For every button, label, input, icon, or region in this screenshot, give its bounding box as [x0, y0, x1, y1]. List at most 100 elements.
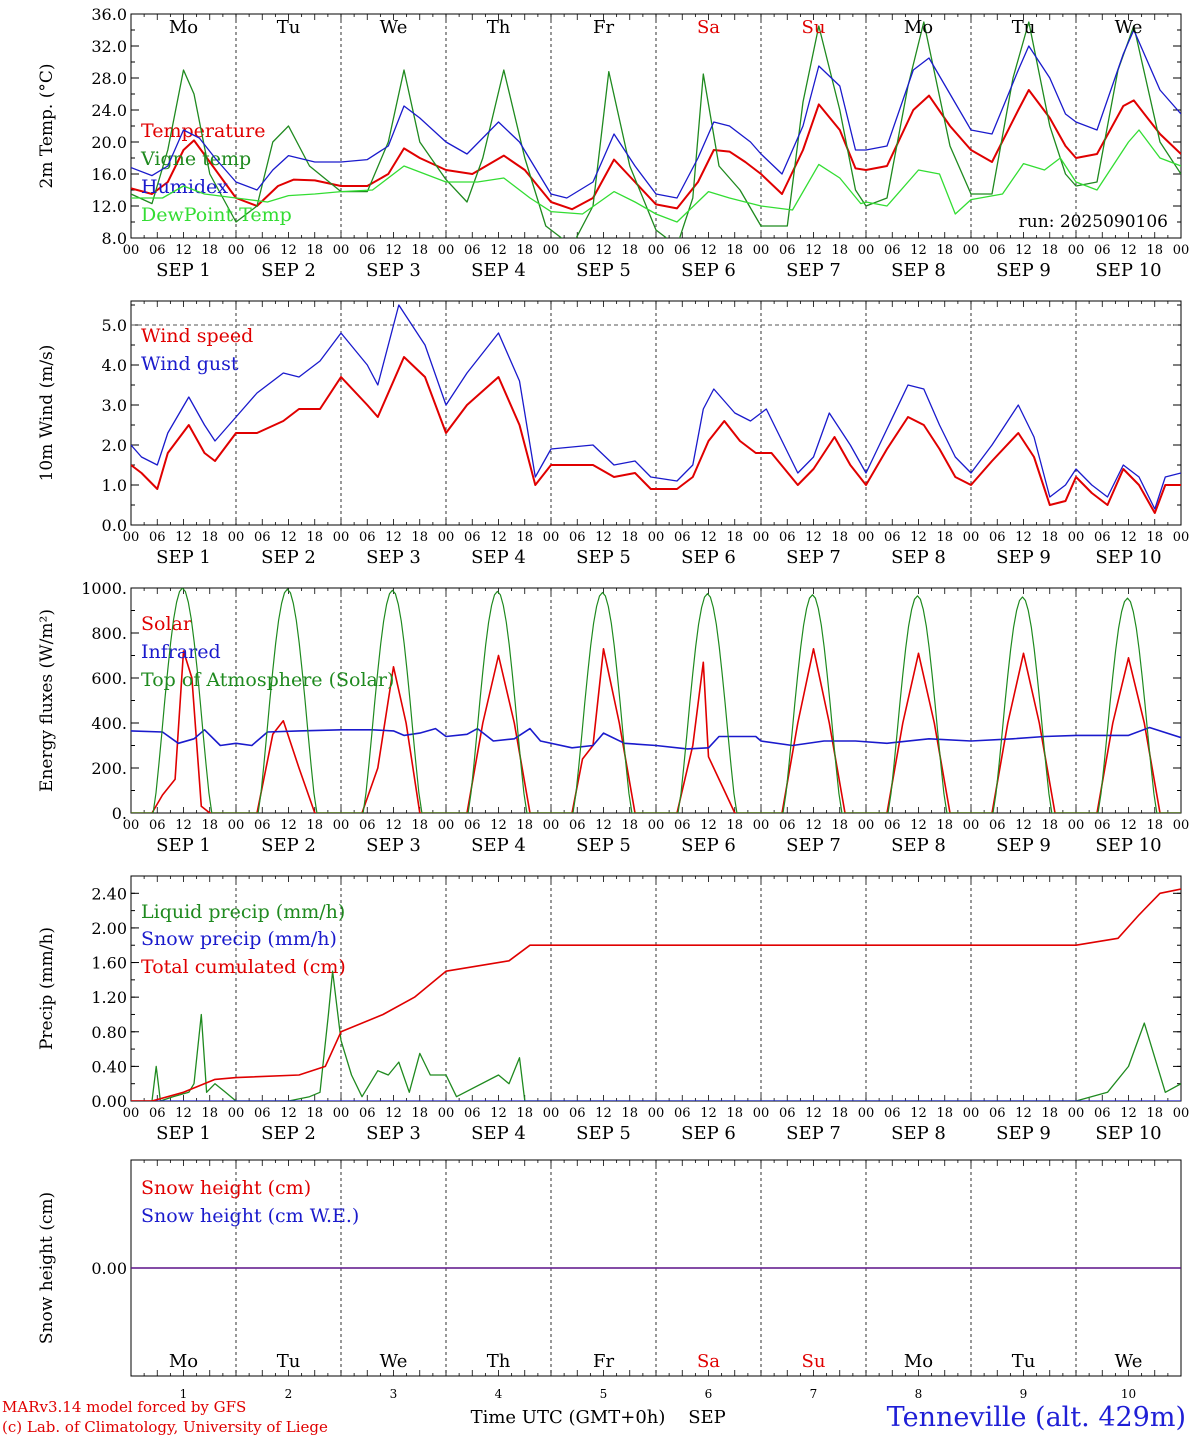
- day-label: SEP 3: [366, 547, 421, 568]
- day-label: SEP 8: [891, 835, 946, 856]
- hour-label: 06: [989, 1106, 1006, 1121]
- series-line: [131, 29, 1181, 199]
- y-tick-label: 12.0: [91, 197, 127, 216]
- day-label: SEP 9: [996, 835, 1051, 856]
- credit-lab: (c) Lab. of Climatology, University of L…: [2, 1418, 328, 1436]
- hour-label: 12: [385, 818, 402, 833]
- hour-label: 06: [569, 818, 586, 833]
- day-number: 1: [180, 1387, 188, 1401]
- weekday-label: Tu: [1012, 17, 1036, 38]
- day-label: SEP 4: [471, 547, 526, 568]
- y-tick-label: 0.: [112, 804, 127, 823]
- day-label: SEP 7: [786, 835, 841, 856]
- panel-frame: [130, 300, 1182, 526]
- hour-label: 12: [1120, 1106, 1137, 1121]
- y-tick-label: 1.60: [91, 954, 127, 973]
- day-label: SEP 4: [471, 835, 526, 856]
- y-tick-label: 28.0: [91, 69, 127, 88]
- day-label: SEP 10: [1095, 835, 1161, 856]
- y-tick-label: 2.00: [91, 919, 127, 938]
- y-tick-label: 800.: [91, 624, 127, 643]
- weekday-label: We: [1115, 1351, 1143, 1372]
- hour-label: 06: [254, 818, 271, 833]
- hour-label: 06: [254, 530, 271, 545]
- hour-label: 00: [228, 243, 245, 258]
- hour-label: 06: [359, 243, 376, 258]
- hour-label: 06: [149, 530, 166, 545]
- hour-label: 12: [280, 818, 297, 833]
- y-tick-label: 0.0: [102, 516, 127, 535]
- day-label: SEP 10: [1095, 547, 1161, 568]
- legend-entry: Snow precip (mm/h): [141, 928, 337, 950]
- y-tick-label: 4.0: [102, 356, 127, 375]
- series-line: [131, 89, 1181, 211]
- hour-label: 18: [411, 530, 428, 545]
- day-label: SEP 2: [261, 547, 316, 568]
- y-axis-title: Precip (mm/h): [37, 927, 57, 1050]
- hour-label: 18: [726, 818, 743, 833]
- weekday-label: Sa: [697, 17, 720, 38]
- hour-label: 12: [490, 1106, 507, 1121]
- y-tick-label: 5.0: [102, 316, 127, 335]
- hour-label: 18: [411, 1106, 428, 1121]
- hour-label: 12: [1015, 818, 1032, 833]
- day-label: SEP 10: [1095, 1123, 1161, 1144]
- day-label: SEP 6: [681, 835, 736, 856]
- hour-label: 12: [175, 243, 192, 258]
- hour-label: 00: [1068, 818, 1085, 833]
- hour-label: 12: [280, 243, 297, 258]
- hour-label: 18: [831, 243, 848, 258]
- hour-label: 18: [306, 530, 323, 545]
- hour-label: 18: [936, 818, 953, 833]
- legend-entry: Wind speed: [141, 325, 253, 347]
- weekday-label: Th: [487, 1351, 511, 1372]
- day-label: SEP 7: [786, 1123, 841, 1144]
- hour-label: 00: [333, 243, 350, 258]
- day-number: 9: [1020, 1387, 1028, 1401]
- weekday-label: Tu: [277, 17, 301, 38]
- day-number: 6: [705, 1387, 713, 1401]
- hour-label: 12: [595, 243, 612, 258]
- hour-label: 00: [228, 818, 245, 833]
- day-label: SEP 3: [366, 260, 421, 281]
- hour-label: 00: [648, 1106, 665, 1121]
- hour-label: 18: [516, 818, 533, 833]
- weekday-label: We: [380, 1351, 408, 1372]
- day-label: SEP 6: [681, 547, 736, 568]
- y-tick-label: 200.: [91, 759, 127, 778]
- day-label: SEP 1: [156, 547, 211, 568]
- hour-label: 12: [1015, 243, 1032, 258]
- hour-label: 18: [306, 243, 323, 258]
- hour-label: 18: [1041, 243, 1058, 258]
- day-label: SEP 2: [261, 1123, 316, 1144]
- weekday-label: Tu: [1012, 1351, 1036, 1372]
- hour-label: 00: [123, 818, 140, 833]
- y-tick-label: 16.0: [91, 165, 127, 184]
- hour-label: 12: [1120, 243, 1137, 258]
- weekday-label: Th: [487, 17, 511, 38]
- day-label: SEP 1: [156, 835, 211, 856]
- hour-label: 12: [805, 1106, 822, 1121]
- day-number: 2: [285, 1387, 293, 1401]
- hour-label: 00: [333, 1106, 350, 1121]
- series-line: [131, 304, 1181, 510]
- hour-label: 18: [411, 243, 428, 258]
- hour-label: 12: [385, 530, 402, 545]
- y-tick-label: 1000.: [81, 579, 127, 598]
- y-tick-label: 0.80: [91, 1023, 127, 1042]
- hour-label: 06: [779, 243, 796, 258]
- hour-label: 12: [805, 818, 822, 833]
- hour-label: 00: [648, 530, 665, 545]
- hour-label: 06: [569, 243, 586, 258]
- day-label: SEP 4: [471, 260, 526, 281]
- day-number: 10: [1121, 1387, 1136, 1401]
- hour-label: 18: [726, 1106, 743, 1121]
- hour-label: 00: [1173, 818, 1190, 833]
- hour-label: 18: [621, 1106, 638, 1121]
- hour-label: 12: [595, 1106, 612, 1121]
- hour-label: 18: [1146, 1106, 1163, 1121]
- hour-label: 00: [543, 818, 560, 833]
- hour-label: 06: [884, 530, 901, 545]
- hour-label: 12: [385, 243, 402, 258]
